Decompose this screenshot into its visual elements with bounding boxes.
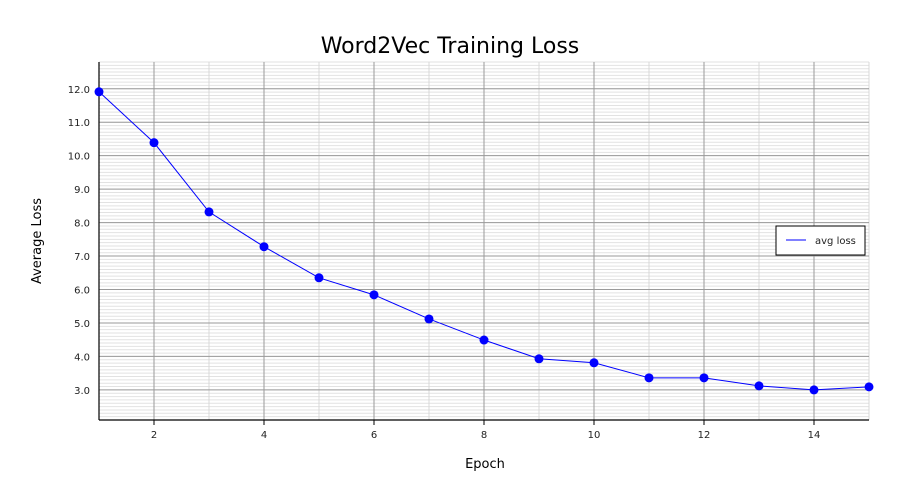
y-axis-label: Average Loss: [30, 198, 45, 284]
x-tick-label: 6: [371, 430, 377, 441]
y-tick-label: 7.0: [74, 252, 90, 263]
y-tick-label: 4.0: [74, 352, 90, 363]
data-point: [204, 207, 214, 217]
data-point: [424, 314, 434, 324]
data-point: [864, 382, 874, 392]
legend: avg loss: [775, 225, 866, 256]
x-tick-label: 10: [588, 430, 601, 441]
x-axis-label: Epoch: [465, 457, 505, 472]
grid: [98, 61, 870, 421]
data-point: [369, 290, 379, 300]
data-point: [699, 373, 709, 383]
y-tick-label: 5.0: [74, 319, 90, 330]
x-tick-label: 8: [481, 430, 487, 441]
x-tick-label: 12: [698, 430, 711, 441]
y-tick-label: 9.0: [74, 185, 90, 196]
series: [94, 87, 874, 395]
data-point: [314, 273, 324, 283]
y-tick-label: 10.0: [68, 152, 90, 163]
data-point: [809, 385, 819, 395]
x-tick-label: 2: [151, 430, 157, 441]
data-point: [94, 87, 104, 97]
x-tick-label: 14: [808, 430, 821, 441]
y-tick-label: 12.0: [68, 85, 90, 96]
data-point: [589, 358, 599, 368]
chart-title: Word2Vec Training Loss: [321, 34, 580, 59]
legend-label-avg-loss: avg loss: [815, 236, 856, 247]
y-tick-label: 3.0: [74, 386, 90, 397]
x-tick-label: 4: [261, 430, 267, 441]
data-point: [754, 381, 764, 391]
data-point: [534, 354, 544, 364]
data-point: [644, 373, 654, 383]
data-point: [259, 242, 269, 252]
y-tick-label: 11.0: [68, 118, 90, 129]
data-point: [149, 138, 159, 148]
y-tick-label: 8.0: [74, 219, 90, 230]
ticks: 2 4 6 8 10 12 14 3.0 4.0 5.0 6.0 7.0 8.0 9.0 10.0 11.0 1…: [68, 85, 821, 441]
data-point: [479, 335, 489, 345]
y-tick-label: 6.0: [74, 286, 90, 297]
